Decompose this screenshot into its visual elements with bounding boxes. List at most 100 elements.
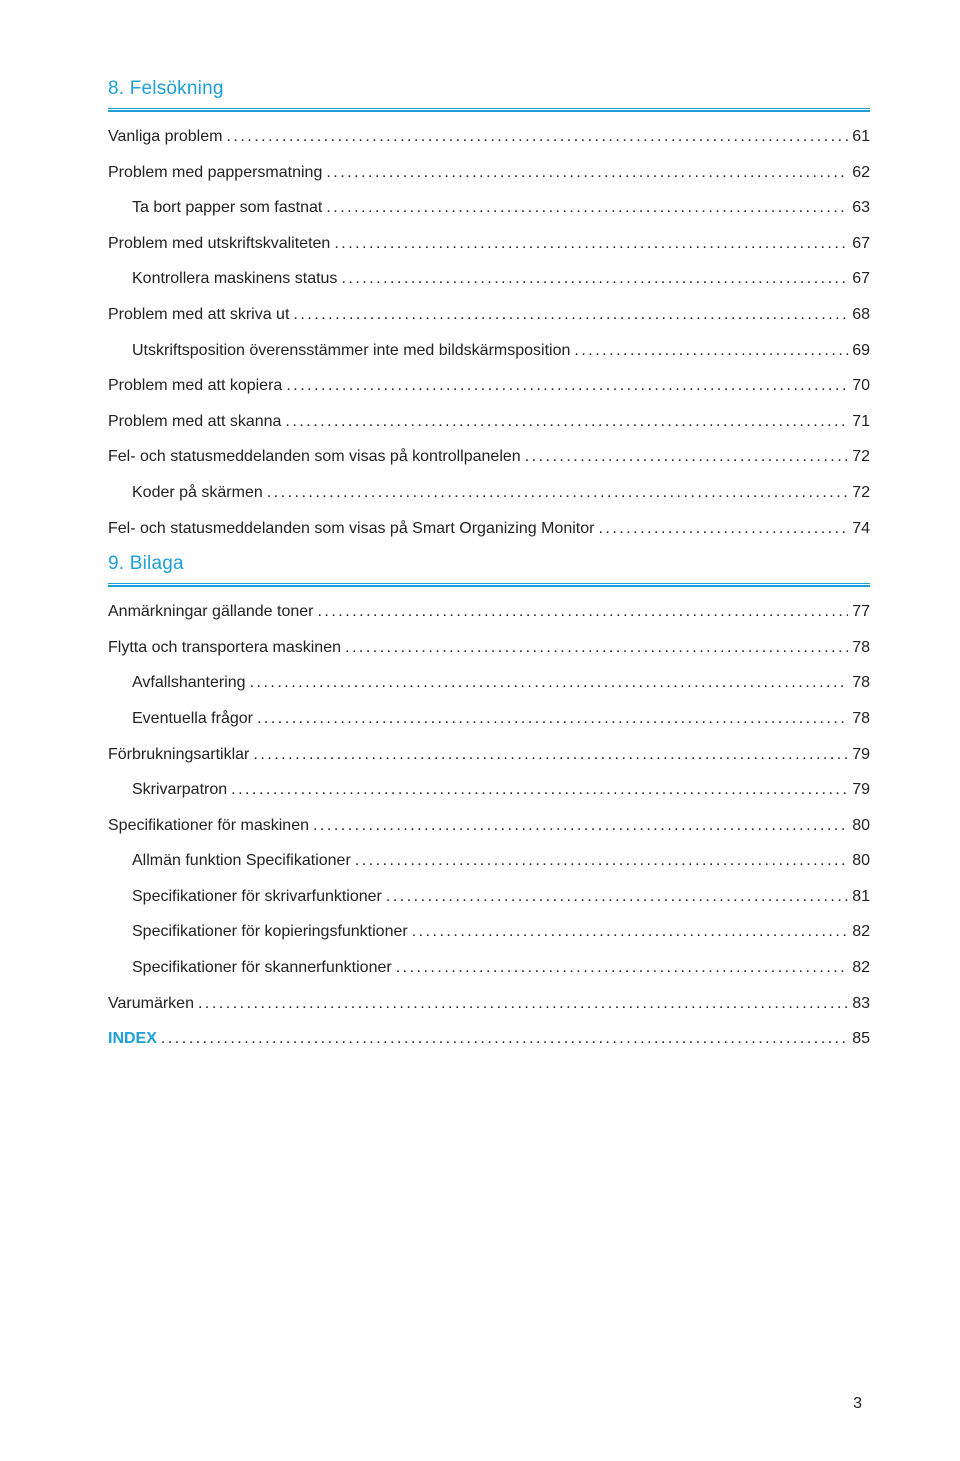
toc-leader (293, 304, 848, 326)
toc-leader (317, 601, 848, 623)
toc-leader (226, 126, 848, 148)
toc-entry: Avfallshantering 78 (132, 672, 870, 694)
toc-index-label: INDEX (108, 1028, 157, 1050)
toc-entry: Problem med att skanna 71 (108, 411, 870, 433)
toc-label: Avfallshantering (132, 672, 246, 694)
toc-page: 63 (852, 197, 870, 219)
toc-entry: Problem med pappersmatning 62 (108, 162, 870, 184)
toc-label: Eventuella frågor (132, 708, 253, 730)
toc-label: Vanliga problem (108, 126, 222, 148)
chapter-title: 8. Felsökning (108, 78, 870, 100)
toc-label: Specifikationer för skannerfunktioner (132, 957, 392, 979)
toc-leader (345, 637, 848, 659)
toc-label: Varumärken (108, 993, 194, 1015)
toc-entry: Specifikationer för kopieringsfunktioner… (132, 921, 870, 943)
toc-label: Flytta och transportera maskinen (108, 637, 341, 659)
toc-label: Anmärkningar gällande toner (108, 601, 313, 623)
toc-entry: Vanliga problem 61 (108, 126, 870, 148)
toc-page: 72 (852, 446, 870, 468)
toc-label: Kontrollera maskinens status (132, 268, 337, 290)
toc-leader (598, 518, 848, 540)
toc-label: Problem med att skanna (108, 411, 281, 433)
chapter-block: 8. Felsökning Vanliga problem 61 Problem… (108, 78, 870, 539)
chapter-heading-rule: 9. Bilaga (108, 553, 870, 587)
chapter-heading-rule: 8. Felsökning (108, 78, 870, 112)
toc-label: Koder på skärmen (132, 482, 263, 504)
toc-entry: Fel- och statusmeddelanden som visas på … (108, 518, 870, 540)
toc-page: 68 (852, 304, 870, 326)
toc-leader (286, 375, 848, 397)
toc-entry: Problem med att skriva ut 68 (108, 304, 870, 326)
toc-leader (285, 411, 848, 433)
toc-leader (313, 815, 848, 837)
toc-entry: Förbrukningsartiklar 79 (108, 744, 870, 766)
toc-page: 61 (852, 126, 870, 148)
toc-label: Skrivarpatron (132, 779, 227, 801)
toc-label: Utskriftsposition överensstämmer inte me… (132, 340, 570, 362)
toc-leader (198, 993, 848, 1015)
toc-entry: Problem med utskriftskvaliteten 67 (108, 233, 870, 255)
toc-entry: Allmän funktion Specifikationer 80 (132, 850, 870, 872)
toc-page: 78 (852, 708, 870, 730)
toc-label: Förbrukningsartiklar (108, 744, 249, 766)
toc-page: 82 (852, 957, 870, 979)
toc-label: Specifikationer för kopieringsfunktioner (132, 921, 408, 943)
toc-entry: Specifikationer för maskinen 80 (108, 815, 870, 837)
toc-entry: Eventuella frågor 78 (132, 708, 870, 730)
toc-label: Specifikationer för maskinen (108, 815, 309, 837)
toc-page: 83 (852, 993, 870, 1015)
toc-entry: Utskriftsposition överensstämmer inte me… (132, 340, 870, 362)
toc-page: 69 (852, 340, 870, 362)
chapter-block: 9. Bilaga Anmärkningar gällande toner 77… (108, 553, 870, 1014)
toc-label: Ta bort papper som fastnat (132, 197, 322, 219)
toc-page: 85 (852, 1028, 870, 1050)
toc-leader (326, 162, 848, 184)
chapter-title-text: 9. Bilaga (108, 553, 184, 574)
toc-leader (267, 482, 848, 504)
toc-leader (396, 957, 849, 979)
toc-page: 62 (852, 162, 870, 184)
toc-label: Fel- och statusmeddelanden som visas på … (108, 446, 521, 468)
toc-page: 78 (852, 637, 870, 659)
toc-leader (525, 446, 849, 468)
toc-page: 70 (852, 375, 870, 397)
toc-page: 80 (852, 850, 870, 872)
toc-entry: Problem med att kopiera 70 (108, 375, 870, 397)
toc-page: 81 (852, 886, 870, 908)
toc-leader (386, 886, 848, 908)
toc-leader (161, 1028, 848, 1050)
toc-page: 78 (852, 672, 870, 694)
toc-label: Allmän funktion Specifikationer (132, 850, 351, 872)
chapter-title: 9. Bilaga (108, 553, 870, 575)
toc-label: Problem med att skriva ut (108, 304, 289, 326)
toc-entry: Ta bort papper som fastnat 63 (132, 197, 870, 219)
toc-entry: Specifikationer för skrivarfunktioner 81 (132, 886, 870, 908)
toc-leader (574, 340, 848, 362)
toc-leader (334, 233, 848, 255)
toc-leader (355, 850, 848, 872)
toc-label: Specifikationer för skrivarfunktioner (132, 886, 382, 908)
toc-entry: Kontrollera maskinens status 67 (132, 268, 870, 290)
page-number: 3 (853, 1395, 862, 1413)
toc-label: Problem med att kopiera (108, 375, 282, 397)
toc-page: 67 (852, 268, 870, 290)
toc-page: 80 (852, 815, 870, 837)
toc-entry: Specifikationer för skannerfunktioner 82 (132, 957, 870, 979)
toc-page: 82 (852, 921, 870, 943)
toc-page: 72 (852, 482, 870, 504)
toc-entry: Skrivarpatron 79 (132, 779, 870, 801)
toc-leader (257, 708, 848, 730)
toc-label: Fel- och statusmeddelanden som visas på … (108, 518, 594, 540)
toc-page: 71 (852, 411, 870, 433)
toc-entry: Anmärkningar gällande toner 77 (108, 601, 870, 623)
chapter-title-text: 8. Felsökning (108, 78, 224, 99)
page: 8. Felsökning Vanliga problem 61 Problem… (0, 0, 960, 1461)
toc-page: 79 (852, 744, 870, 766)
toc-page: 77 (852, 601, 870, 623)
toc-leader (250, 672, 849, 694)
toc-leader (341, 268, 848, 290)
toc-page: 67 (852, 233, 870, 255)
toc-entry: Fel- och statusmeddelanden som visas på … (108, 446, 870, 468)
toc-leader (253, 744, 848, 766)
toc-leader (231, 779, 848, 801)
